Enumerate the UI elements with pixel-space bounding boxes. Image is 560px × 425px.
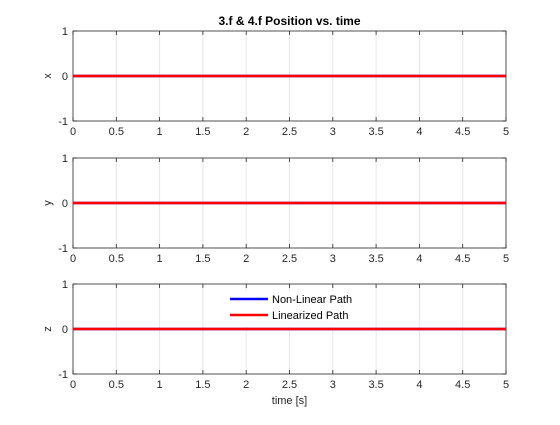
x-tick-label: 3.5 xyxy=(368,379,383,391)
x-tick-label: 2.5 xyxy=(282,253,297,265)
y-tick-label: 1 xyxy=(62,26,68,38)
x-tick-label: 1 xyxy=(157,379,163,391)
y-tick-label: -1 xyxy=(58,369,68,381)
x-tick-label: 2 xyxy=(243,379,249,391)
legend: Non-Linear Path Linearized Path xyxy=(228,291,362,327)
y-axis-label: z xyxy=(42,326,54,332)
x-tick-label: 2.5 xyxy=(282,126,297,138)
x-tick-label: 4 xyxy=(416,379,422,391)
x-tick-label: 0 xyxy=(70,253,76,265)
x-tick-label: 4.5 xyxy=(455,379,470,391)
x-tick-label: 5 xyxy=(503,126,509,138)
x-tick-label: 3.5 xyxy=(368,126,383,138)
x-tick-label: 5 xyxy=(503,253,509,265)
y-axis-label: x xyxy=(42,73,54,79)
x-tick-label: 0.5 xyxy=(109,253,124,265)
x-tick-label: 5 xyxy=(503,379,509,391)
x-tick-label: 1.5 xyxy=(195,126,210,138)
legend-label: Non-Linear Path xyxy=(272,294,352,306)
x-tick-label: 2.5 xyxy=(282,379,297,391)
chart-title: 3.f & 4.f Position vs. time xyxy=(218,14,360,28)
x-tick-label: 0 xyxy=(70,126,76,138)
x-tick-label: 3 xyxy=(330,253,336,265)
y-tick-label: -1 xyxy=(58,116,68,128)
x-tick-label: 1 xyxy=(157,126,163,138)
x-tick-label: 3 xyxy=(330,126,336,138)
y-tick-label: 1 xyxy=(62,279,68,291)
x-tick-label: 0 xyxy=(70,379,76,391)
y-tick-label: 1 xyxy=(62,153,68,165)
x-tick-label: 1.5 xyxy=(195,379,210,391)
legend-box xyxy=(228,291,362,327)
y-tick-label: 0 xyxy=(62,324,68,336)
legend-label: Linearized Path xyxy=(272,310,348,322)
x-tick-label: 4 xyxy=(416,253,422,265)
x-tick-label: 1.5 xyxy=(195,253,210,265)
x-tick-label: 4.5 xyxy=(455,253,470,265)
x-tick-label: 4 xyxy=(416,126,422,138)
x-tick-label: 3 xyxy=(330,379,336,391)
x-tick-label: 0.5 xyxy=(109,379,124,391)
y-tick-label: 0 xyxy=(62,198,68,210)
y-axis-label: y xyxy=(42,200,54,206)
y-tick-label: 0 xyxy=(62,71,68,83)
x-axis-label: time [s] xyxy=(272,395,307,407)
x-tick-label: 2 xyxy=(243,126,249,138)
x-tick-label: 4.5 xyxy=(455,126,470,138)
x-tick-label: 2 xyxy=(243,253,249,265)
x-tick-label: 1 xyxy=(157,253,163,265)
x-tick-label: 0.5 xyxy=(109,126,124,138)
x-tick-label: 3.5 xyxy=(368,253,383,265)
y-tick-label: -1 xyxy=(58,243,68,255)
